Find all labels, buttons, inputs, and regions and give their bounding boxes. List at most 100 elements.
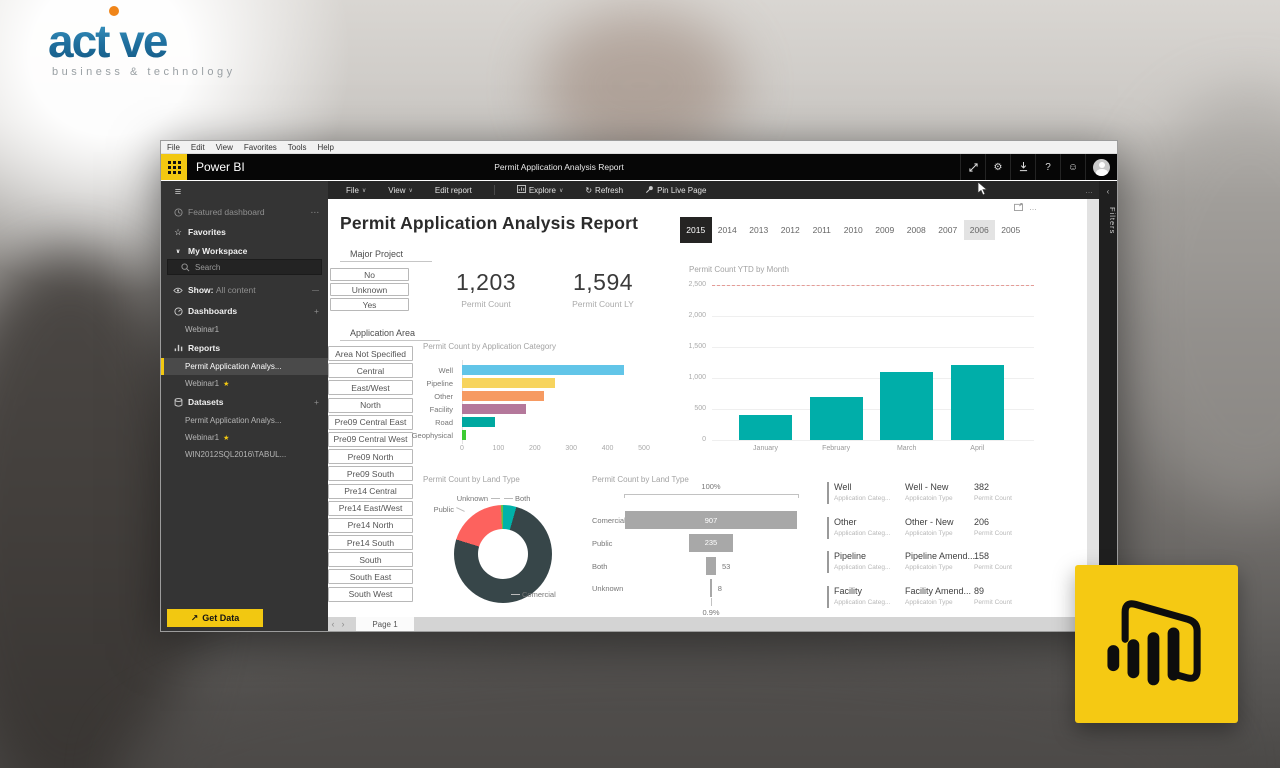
sidebar-section-dashboards[interactable]: Dashboards + bbox=[161, 303, 328, 319]
area-pre09-north[interactable]: Pre09 North bbox=[328, 449, 413, 465]
page-tab[interactable]: Page 1 bbox=[356, 617, 414, 631]
fullscreen-icon[interactable] bbox=[960, 154, 985, 180]
download-icon[interactable] bbox=[1010, 154, 1035, 180]
toolbar-edit-report[interactable]: Edit report bbox=[434, 185, 472, 195]
filters-pane-collapsed[interactable]: ‹ Filters bbox=[1099, 181, 1117, 631]
account-avatar[interactable] bbox=[1085, 154, 1117, 180]
toolbar-explore-menu[interactable]: Explore ∨ bbox=[516, 185, 563, 195]
bar-well[interactable] bbox=[462, 365, 624, 375]
year-2005[interactable]: 2005 bbox=[1001, 225, 1021, 235]
sidebar-item-my-workspace[interactable]: ∨ My Workspace bbox=[161, 243, 328, 259]
sidebar-section-datasets[interactable]: Datasets + bbox=[161, 394, 328, 410]
sidebar-item-favorites[interactable]: ☆ Favorites bbox=[161, 224, 328, 240]
year-2009[interactable]: 2009 bbox=[875, 225, 895, 235]
card-row-pipeline[interactable]: Pipeline Application Categ... Pipeline Ame… bbox=[827, 550, 1047, 574]
bar-road[interactable] bbox=[462, 417, 495, 428]
year-2010[interactable]: 2010 bbox=[843, 225, 863, 235]
sidebar-item-webinar1[interactable]: Webinar1 ★ bbox=[185, 379, 230, 388]
menu-favorites[interactable]: Favorites bbox=[243, 142, 277, 152]
card-cell: Other - New Applicatoin Type bbox=[905, 517, 967, 537]
application-area-label: Application Area bbox=[340, 328, 440, 341]
area-south[interactable]: South bbox=[328, 552, 413, 568]
get-data-button[interactable]: ↗ Get Data bbox=[167, 609, 263, 627]
area-pre14-central[interactable]: Pre14 Central bbox=[328, 483, 413, 499]
toolbar-file-menu[interactable]: File ∨ bbox=[346, 185, 367, 195]
year-2007[interactable]: 2007 bbox=[938, 225, 958, 235]
area-pre09-south[interactable]: Pre09 South bbox=[328, 466, 413, 482]
page-prev-icon[interactable]: ‹ bbox=[331, 619, 335, 629]
funnel-bar-both[interactable] bbox=[705, 556, 717, 575]
collapse-icon[interactable]: — bbox=[312, 286, 319, 294]
donut-chart[interactable] bbox=[454, 505, 552, 603]
featured-more-icon[interactable]: ⋯ bbox=[310, 206, 320, 217]
area-south-east[interactable]: South East bbox=[328, 569, 413, 585]
sidebar-show-filter[interactable]: Show: All content — bbox=[161, 282, 328, 298]
funnel-bar-public[interactable]: 235 bbox=[688, 533, 734, 552]
year-2014[interactable]: 2014 bbox=[717, 225, 737, 235]
toolbar-more-icon[interactable]: … bbox=[1085, 185, 1093, 195]
area-central[interactable]: Central bbox=[328, 363, 413, 379]
search-input[interactable]: Search bbox=[167, 259, 322, 275]
sidebar-item-webinar1[interactable]: Webinar1 bbox=[185, 325, 220, 334]
card-value: 382 bbox=[974, 482, 990, 492]
sidebar-section-reports[interactable]: Reports bbox=[161, 340, 328, 356]
menu-view[interactable]: View bbox=[215, 142, 233, 152]
area-pre14-north[interactable]: Pre14 North bbox=[328, 517, 413, 533]
menu-edit[interactable]: Edit bbox=[190, 142, 205, 152]
sidebar-hamburger[interactable]: ≡ bbox=[161, 184, 328, 200]
menu-file[interactable]: File bbox=[167, 142, 180, 152]
help-icon[interactable]: ? bbox=[1035, 154, 1060, 180]
feedback-smiley-icon[interactable]: ☺ bbox=[1060, 154, 1085, 180]
y-tick-2,000: 2,000 bbox=[688, 312, 706, 319]
area-pre09-central-west[interactable]: Pre09 Central West bbox=[328, 431, 413, 447]
year-2013[interactable]: 2013 bbox=[749, 225, 769, 235]
major-project-unknown[interactable]: Unknown bbox=[330, 283, 409, 296]
sidebar-item-permit-application-analys-[interactable]: Permit Application Analys... bbox=[185, 416, 282, 425]
toolbar-view-menu[interactable]: View ∨ bbox=[388, 185, 413, 195]
bar-other[interactable] bbox=[462, 391, 544, 402]
major-project-yes[interactable]: Yes bbox=[330, 298, 409, 311]
year-2011[interactable]: 2011 bbox=[812, 225, 831, 235]
year-2015[interactable]: 2015 bbox=[680, 217, 712, 243]
column-march[interactable] bbox=[880, 371, 934, 440]
add-dashboards-icon[interactable]: + bbox=[314, 306, 319, 316]
focus-mode-icon[interactable] bbox=[1014, 203, 1023, 213]
bar-pipeline[interactable] bbox=[462, 378, 555, 389]
sidebar-item-featured-dashboard[interactable]: Featured dashboard ⋯ bbox=[161, 204, 328, 220]
menu-tools[interactable]: Tools bbox=[287, 142, 307, 152]
add-datasets-icon[interactable]: + bbox=[314, 397, 319, 407]
funnel-bar-unknown[interactable] bbox=[710, 579, 712, 598]
gridline bbox=[712, 316, 1034, 317]
more-options-icon[interactable]: … bbox=[1029, 203, 1037, 212]
area-area-not-specified[interactable]: Area Not Specified bbox=[328, 346, 413, 361]
area-south-west[interactable]: South West bbox=[328, 586, 413, 602]
sidebar-item-win2012sql2016-tabul-[interactable]: WIN2012SQL2016\TABUL... bbox=[185, 450, 287, 459]
bar-geophysical[interactable] bbox=[462, 430, 467, 441]
area-east-west[interactable]: East/West bbox=[328, 380, 413, 396]
area-pre09-central-east[interactable]: Pre09 Central East bbox=[328, 414, 413, 430]
card-row-other[interactable]: Other Application Categ... Other - New Appl… bbox=[827, 516, 1047, 540]
sidebar-item-permit-application-analys-[interactable]: Permit Application Analys... bbox=[161, 358, 328, 375]
menu-help[interactable]: Help bbox=[317, 142, 334, 152]
donut-label-public: Public bbox=[433, 505, 454, 514]
column-february[interactable] bbox=[809, 396, 863, 440]
year-2008[interactable]: 2008 bbox=[906, 225, 926, 235]
settings-gear-icon[interactable]: ⚙ bbox=[985, 154, 1010, 180]
area-pre14-east-west[interactable]: Pre14 East/West bbox=[328, 500, 413, 516]
year-2006[interactable]: 2006 bbox=[963, 220, 995, 240]
toolbar-pin-live-page[interactable]: Pin Live Page bbox=[645, 185, 706, 196]
card-row-facility[interactable]: Facility Application Categ... Facility Ame… bbox=[827, 585, 1047, 609]
column-april[interactable] bbox=[950, 364, 1004, 440]
area-north[interactable]: North bbox=[328, 397, 413, 413]
toolbar-refresh[interactable]: ↻ Refresh bbox=[585, 185, 624, 195]
bar-facility[interactable] bbox=[462, 404, 526, 415]
column-january[interactable] bbox=[739, 415, 792, 440]
major-project-no[interactable]: No bbox=[330, 268, 409, 281]
sidebar-item-webinar1[interactable]: Webinar1 ★ bbox=[185, 433, 230, 442]
waffle-menu-icon[interactable] bbox=[161, 154, 187, 180]
year-2012[interactable]: 2012 bbox=[780, 225, 800, 235]
card-row-well[interactable]: Well Application Categ... Well - New Applic… bbox=[827, 481, 1047, 505]
funnel-bar-comercial[interactable]: 907 bbox=[625, 511, 797, 529]
area-pre14-south[interactable]: Pre14 South bbox=[328, 535, 413, 551]
page-next-icon[interactable]: › bbox=[341, 619, 345, 629]
